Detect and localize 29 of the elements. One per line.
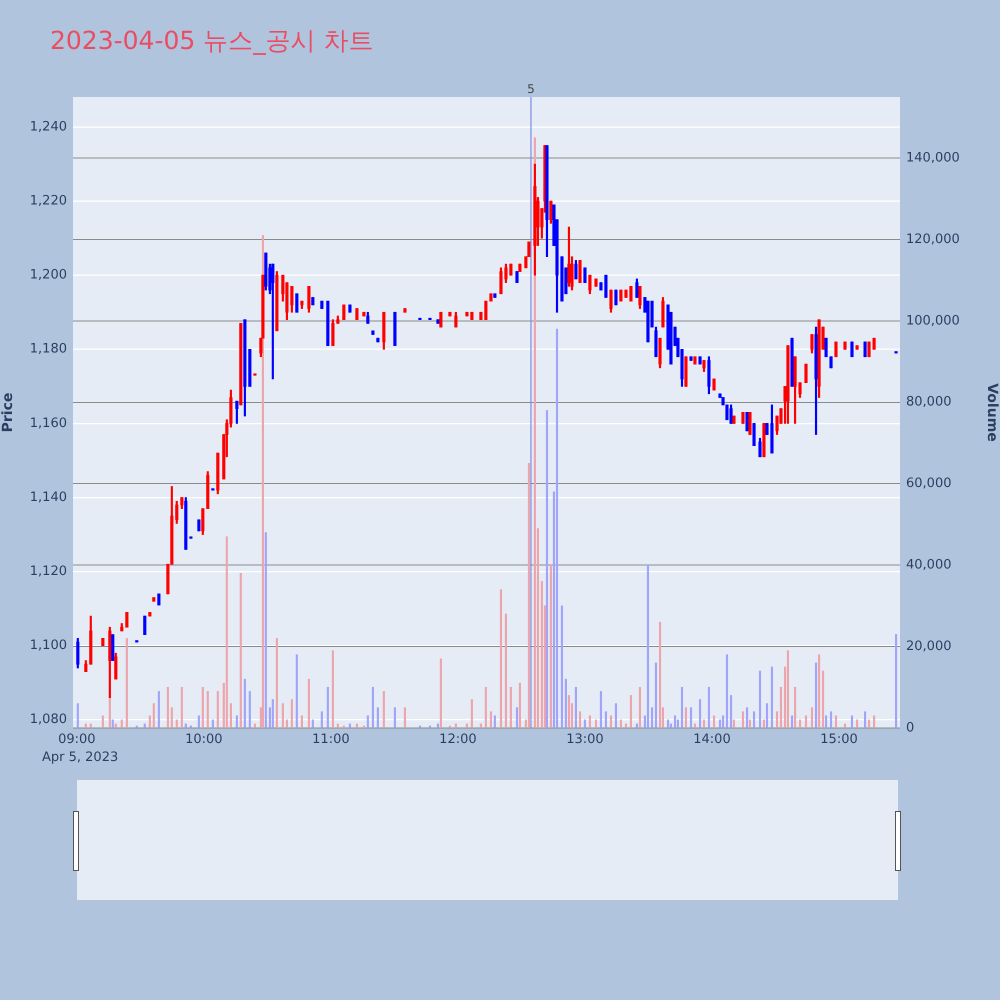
y2-tick-label: 80,000 bbox=[906, 394, 952, 410]
text: Apr 5, 2023 bbox=[42, 750, 118, 765]
y2-tick-label: 100,000 bbox=[906, 313, 960, 328]
y-tick-label: 1,140 bbox=[30, 490, 67, 505]
x-tick-label: 12:00 bbox=[439, 732, 477, 748]
annotation: 5 bbox=[527, 82, 535, 96]
x-tick-label: 13:00 bbox=[566, 732, 604, 748]
y2-tick-label: 120,000 bbox=[906, 232, 960, 247]
y-tick-label: 1,200 bbox=[30, 268, 67, 283]
y-tick-label: 1,080 bbox=[30, 712, 67, 728]
y2-tick-label: 60,000 bbox=[906, 476, 952, 492]
x-tick-label: 11:00 bbox=[312, 732, 350, 748]
y-tick-label: 1,120 bbox=[30, 564, 67, 580]
y2-tick-label: 0 bbox=[906, 720, 914, 736]
y-axis-title: Price bbox=[0, 392, 16, 432]
y-tick-label: 1,180 bbox=[30, 342, 67, 357]
x-tick-label: 09:00 bbox=[58, 732, 96, 748]
y2-tick-label: 40,000 bbox=[906, 558, 952, 573]
y2-tick-label: 140,000 bbox=[906, 150, 960, 166]
x-tick-label: 15:00 bbox=[820, 732, 858, 748]
chart-title: 2023-04-05 뉴스_공시 차트 bbox=[50, 25, 374, 57]
x-tick-label: 14:00 bbox=[693, 732, 731, 748]
y-tick-label: 1,240 bbox=[30, 119, 67, 134]
y-tick-label: 1,160 bbox=[30, 416, 67, 431]
y-tick-label: 1,220 bbox=[30, 193, 67, 208]
y2-axis-title: Volume bbox=[984, 383, 1000, 442]
x-tick-label: 10:00 bbox=[185, 732, 223, 748]
y-tick-label: 1,100 bbox=[30, 638, 67, 654]
y2-tick-label: 20,000 bbox=[906, 638, 952, 654]
